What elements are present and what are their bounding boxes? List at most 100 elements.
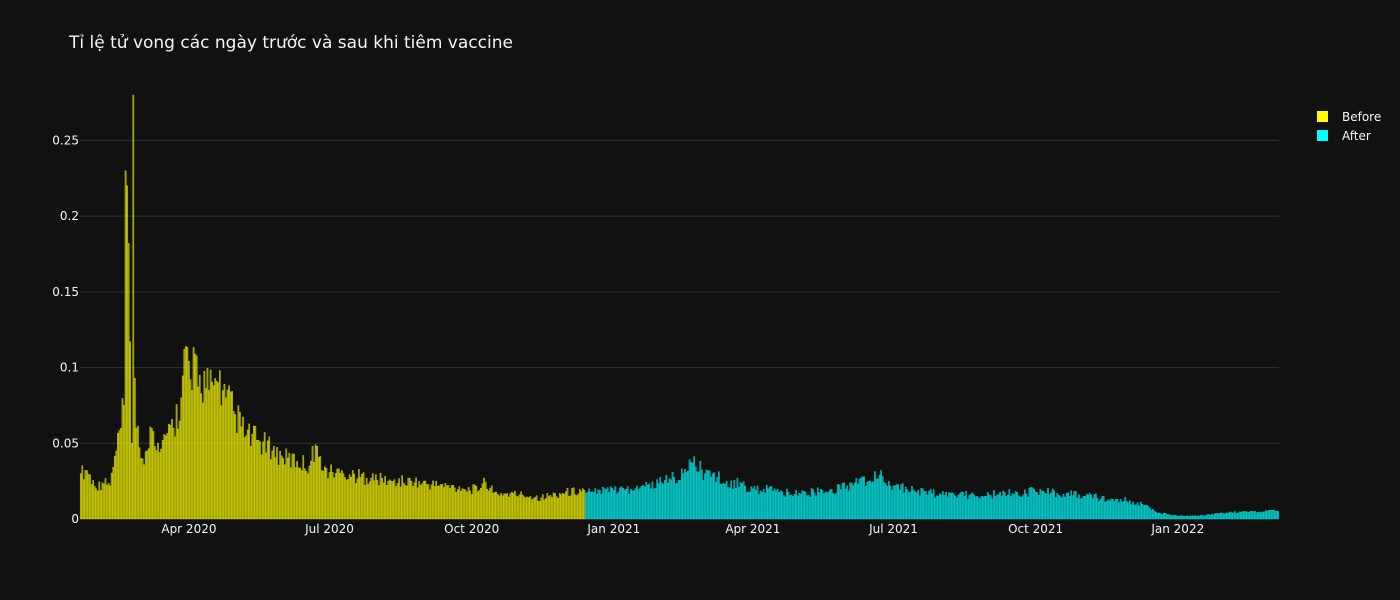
bar-after (605, 489, 607, 520)
bar-after (1238, 511, 1241, 520)
bar-after (1067, 492, 1069, 520)
bar-after (680, 468, 683, 520)
bar-before (568, 496, 570, 520)
bar-after (758, 494, 760, 520)
bar-before (537, 500, 539, 520)
bar-before (347, 479, 349, 520)
bar-after (1180, 515, 1182, 520)
bar-after (880, 470, 882, 520)
bar-before (415, 477, 417, 520)
bar-after (1149, 507, 1151, 520)
bar-before (376, 480, 379, 520)
bar-before (191, 390, 193, 520)
bar-after (690, 462, 692, 520)
x-tick-label: Jul 2020 (304, 522, 354, 536)
bar-before (200, 393, 203, 520)
bar-before (169, 424, 172, 520)
bar-before (211, 381, 213, 520)
bar-after (929, 489, 932, 520)
bar-after (782, 495, 785, 520)
bar-before (279, 450, 281, 520)
bar-before (117, 433, 119, 520)
bar-after (923, 491, 926, 520)
bar-before (393, 479, 396, 520)
bar-after (931, 493, 933, 520)
bar-after (699, 461, 702, 520)
x-tick-label: Apr 2020 (161, 522, 216, 536)
bar-after (671, 471, 674, 520)
bar-after (1248, 512, 1250, 520)
bar-before (548, 496, 550, 520)
bar-after (1101, 496, 1103, 520)
bar-after (969, 494, 972, 520)
bar-before (410, 481, 413, 520)
bar-after (1031, 487, 1034, 520)
bar-after (1172, 515, 1174, 520)
bar-after (1246, 511, 1249, 520)
x-tick-label: Oct 2020 (444, 522, 499, 536)
bar-after (781, 491, 784, 520)
legend-item-before[interactable]: Before (1317, 107, 1381, 126)
y-axis-ticks: 0 0.05 0.1 0.15 0.2 0.25 (52, 133, 79, 526)
bar-after (1138, 505, 1140, 520)
bar-after (1231, 512, 1233, 520)
bar-before (518, 494, 521, 520)
bar-before (378, 485, 380, 520)
bar-after (1002, 490, 1005, 520)
bar-after (1237, 512, 1239, 520)
bar-before (134, 377, 136, 520)
bar-before (486, 489, 488, 520)
bar-before (478, 490, 481, 520)
bar-before (113, 455, 116, 520)
bar-before (81, 465, 84, 520)
bar-after (657, 483, 660, 520)
bar-after (701, 469, 703, 520)
bar-after (1269, 509, 1272, 520)
bar-after (861, 476, 864, 520)
bar-after (730, 480, 733, 520)
bar-after (826, 492, 828, 520)
bar-before (120, 427, 122, 520)
bar-after (1192, 515, 1195, 520)
bar-after (640, 486, 643, 520)
bar-after (898, 489, 901, 520)
bar-after (687, 470, 689, 520)
bar-after (1218, 513, 1221, 520)
bar-after (846, 485, 848, 520)
bar-after (1042, 490, 1045, 520)
bar-after (745, 492, 748, 520)
bar-before (192, 347, 195, 520)
bar-after (918, 495, 921, 520)
bar-before (104, 478, 107, 520)
bar-before (483, 477, 485, 520)
bar-after (673, 477, 675, 520)
legend-item-after[interactable]: After (1317, 126, 1381, 145)
bar-after (1088, 492, 1091, 520)
bar-after (724, 483, 726, 520)
bar-after (960, 491, 963, 520)
bar-after (855, 478, 858, 520)
bar-before (504, 493, 507, 520)
bar-before (101, 482, 104, 520)
bar-after (1051, 488, 1054, 520)
bar-after (1087, 494, 1089, 520)
bar-after (1265, 510, 1267, 520)
bar-before (359, 477, 362, 520)
bar-after (974, 496, 977, 520)
bar-before (226, 389, 229, 520)
bar-after (928, 491, 930, 520)
bar-before (497, 494, 499, 520)
bar-after (850, 483, 853, 520)
bar-after (962, 492, 964, 520)
bar-after (676, 483, 679, 520)
bar-after (589, 492, 592, 520)
bar-before (435, 480, 437, 520)
bar-after (1226, 513, 1229, 520)
bar-after (668, 478, 671, 520)
bar-before (543, 499, 546, 520)
bar-after (837, 484, 839, 520)
bar-before (580, 491, 583, 520)
bar-after (1183, 516, 1185, 520)
bar-before (534, 497, 536, 520)
bar-after (630, 488, 632, 520)
